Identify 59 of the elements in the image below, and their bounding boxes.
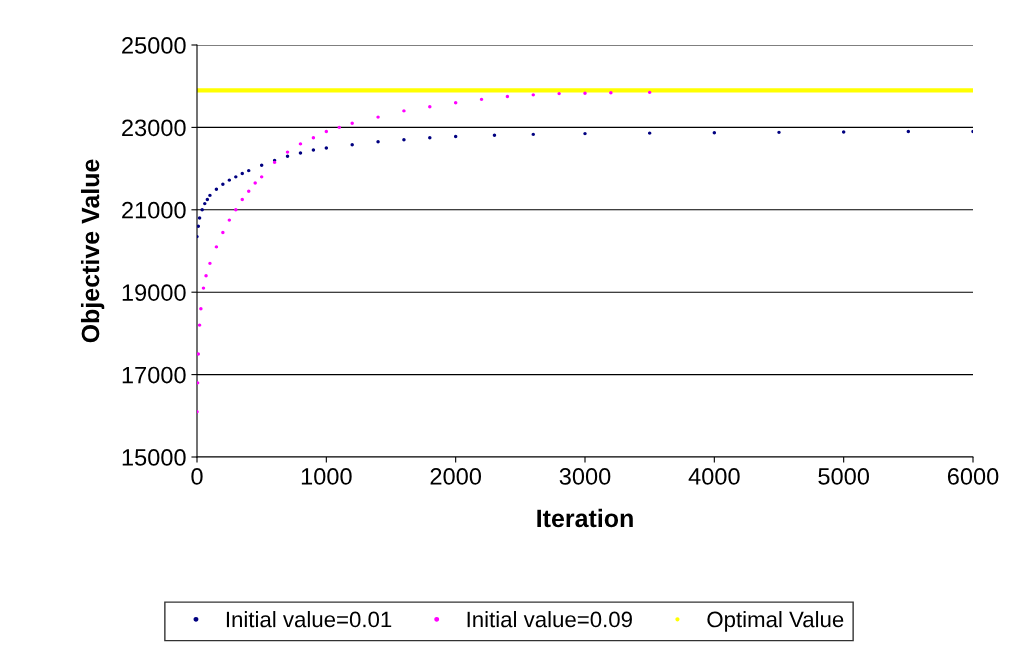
x-tick-label: 4000 (688, 468, 740, 485)
point (647, 131, 652, 135)
point (240, 171, 244, 176)
point (208, 261, 212, 266)
point (324, 129, 329, 134)
point (557, 91, 561, 96)
x-tick-label: 3000 (559, 468, 611, 485)
x-tick-label: 2000 (430, 468, 482, 485)
y-axis-title: Objective Value (80, 159, 105, 343)
point (311, 136, 316, 140)
point (376, 140, 380, 144)
point (479, 97, 484, 102)
point (609, 91, 613, 95)
point (204, 274, 208, 278)
point (376, 115, 380, 119)
point (214, 245, 219, 249)
point (197, 352, 200, 356)
point (492, 133, 497, 137)
point (841, 130, 846, 134)
point (402, 138, 406, 142)
point (402, 109, 406, 113)
point (197, 224, 200, 228)
point (227, 178, 232, 182)
point (205, 197, 210, 202)
legend-label: Initial value=0.01 (226, 611, 392, 628)
x-tick-label: 1000 (301, 468, 352, 485)
point (259, 163, 264, 168)
x-tick-label: 5000 (818, 468, 870, 485)
legend-label: Initial value=0.09 (467, 611, 632, 628)
y-tick-label: 21000 (122, 201, 186, 219)
point (247, 168, 251, 173)
point (221, 230, 225, 235)
y-tick-label: 23000 (122, 119, 186, 137)
point (531, 132, 535, 137)
point (285, 154, 290, 158)
point (453, 100, 458, 105)
point (583, 91, 587, 95)
point (227, 218, 232, 222)
legend-label: Optimal Value (707, 611, 844, 632)
point (906, 129, 911, 134)
point (505, 94, 510, 99)
y-tick-label: 25000 (122, 37, 186, 54)
point (253, 181, 257, 185)
point (453, 134, 458, 139)
point (647, 90, 652, 95)
point (337, 125, 341, 130)
y-tick-label: 19000 (122, 284, 186, 301)
point (240, 197, 244, 202)
point (197, 323, 202, 327)
x-tick-label: 6000 (947, 468, 999, 485)
y-tick-label: 15000 (122, 449, 186, 466)
point (221, 182, 225, 186)
point (203, 201, 207, 206)
x-tick-label: 0 (191, 468, 203, 485)
point (197, 381, 200, 385)
point (199, 306, 203, 311)
x-axis-title: Iteration (537, 508, 633, 528)
point (208, 193, 212, 198)
y-tick-label: 17000 (122, 366, 186, 384)
